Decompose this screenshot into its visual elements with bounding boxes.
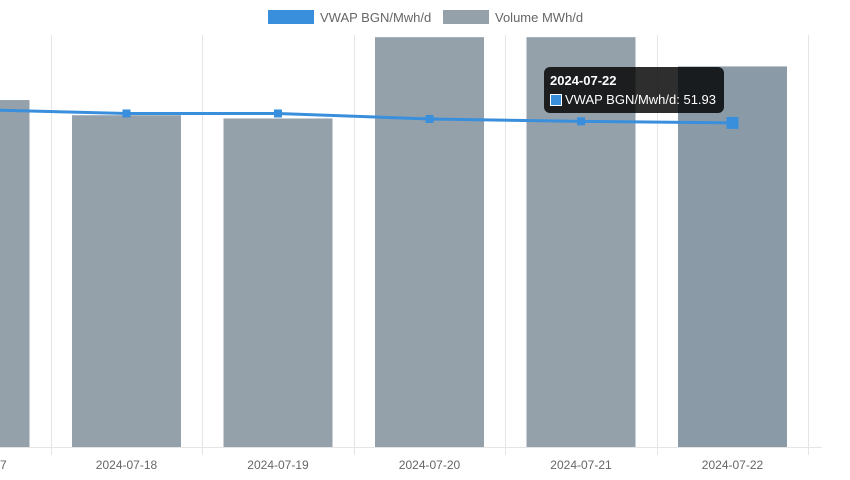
x-tick-label: 2024-07-22 — [702, 458, 764, 472]
legend-swatch-vwap[interactable] — [268, 10, 314, 24]
legend-label-volume[interactable]: Volume MWh/d — [495, 10, 583, 25]
vwap-line — [0, 108, 733, 125]
legend[interactable]: VWAP BGN/Mwh/d Volume MWh/d — [268, 10, 583, 25]
x-tick-label: 2024-07-20 — [399, 458, 461, 472]
tooltip-label: VWAP BGN/Mwh/d: 51.93 — [565, 92, 717, 107]
x-axis-ticks: 7 2024-07-18 2024-07-19 2024-07-20 2024-07-2… — [0, 458, 764, 472]
tooltip-color-swatch — [550, 93, 562, 106]
tooltip-title: 2024-07-22 — [550, 73, 617, 88]
vwap-point-2024-07-19[interactable] — [274, 109, 282, 118]
x-tick-label: 7 — [0, 458, 7, 472]
tooltip-body: VWAP BGN/Mwh/d: 51.93 — [550, 92, 718, 107]
volume-bar-2024-07-19[interactable] — [223, 118, 333, 448]
volume-bar-2024-07-18[interactable] — [72, 115, 181, 448]
legend-swatch-volume[interactable] — [443, 10, 489, 24]
volume-bar-2024-07-17[interactable] — [0, 100, 30, 447]
grid-lines — [0, 35, 822, 455]
volume-bar-2024-07-20[interactable] — [375, 37, 484, 447]
vwap-line-series — [0, 108, 739, 129]
tooltip: 2024-07-22 VWAP BGN/Mwh/d: 51.93 — [544, 67, 724, 113]
x-tick-label: 2024-07-21 — [550, 458, 612, 472]
volume-bars — [0, 37, 787, 448]
vwap-point-2024-07-21[interactable] — [577, 117, 585, 126]
volume-bar-2024-07-22[interactable] — [678, 66, 787, 447]
legend-label-vwap[interactable]: VWAP BGN/Mwh/d — [320, 10, 431, 25]
vwap-point-2024-07-20[interactable] — [425, 114, 434, 123]
vwap-point-2024-07-22[interactable] — [726, 116, 739, 129]
vwap-point-2024-07-18[interactable] — [122, 109, 131, 118]
x-tick-label: 2024-07-19 — [247, 458, 309, 472]
x-tick-label: 2024-07-18 — [96, 458, 158, 472]
